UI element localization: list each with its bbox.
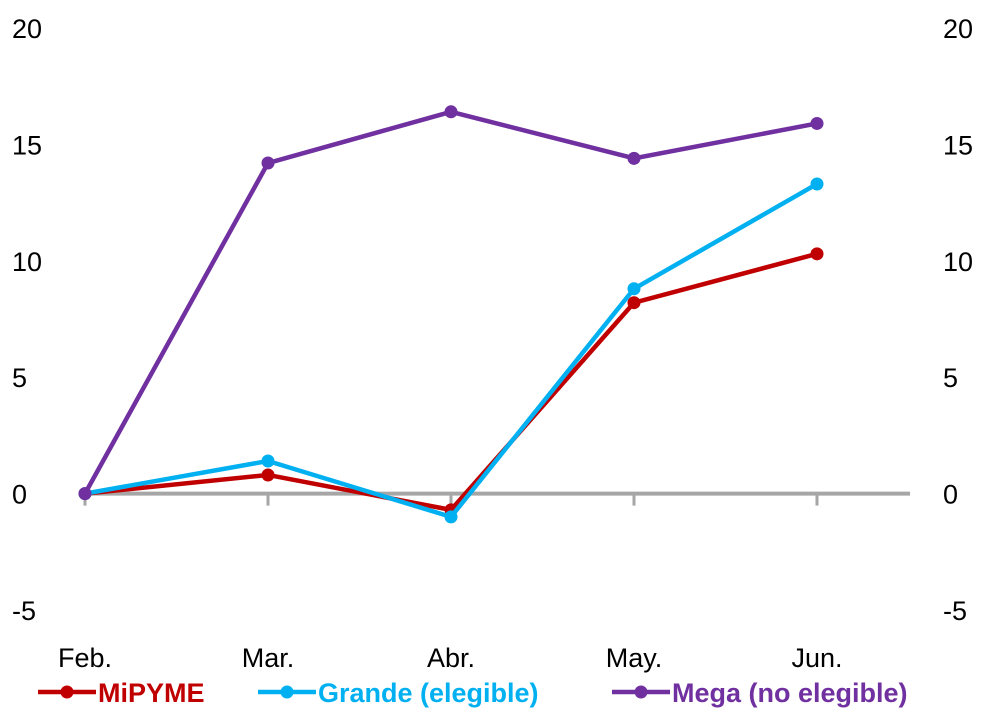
y-tick-label-right: 20 — [943, 14, 973, 44]
series-line-mega-no-elegible — [82, 109, 820, 496]
data-point-mega-no-elegible — [810, 116, 824, 130]
data-point-mipyme — [810, 247, 824, 261]
y-tick-label-left: 5 — [12, 363, 27, 393]
data-point-grande-elegible — [810, 177, 824, 191]
legend-label: Grande (elegible) — [318, 678, 539, 708]
series-grande-elegible — [78, 177, 824, 524]
x-tick-label: Jun. — [791, 643, 842, 673]
legend-item-grande-elegible: Grande (elegible) — [258, 678, 539, 708]
data-point-grande-elegible — [627, 282, 641, 296]
y-tick-label-left: 15 — [12, 130, 42, 160]
zero-axis — [83, 491, 910, 506]
series-group — [78, 105, 824, 524]
data-point-mega-no-elegible — [261, 156, 275, 170]
legend-marker-icon — [60, 685, 74, 699]
data-point-grande-elegible — [444, 510, 458, 524]
series-mega-no-elegible — [78, 105, 824, 501]
data-point-mega-no-elegible — [78, 487, 92, 501]
y-axis-left: 20 15 10 5 0 -5 — [12, 14, 42, 626]
data-point-mega-no-elegible — [444, 105, 458, 119]
x-axis-labels: Feb. Mar. Abr. May. Jun. — [58, 643, 843, 673]
y-tick-label-right: 15 — [943, 130, 973, 160]
data-point-mipyme — [627, 296, 641, 310]
x-tick-label: Abr. — [427, 643, 475, 673]
y-tick-label-left: -5 — [12, 596, 36, 626]
y-tick-label-right: 5 — [943, 363, 958, 393]
y-axis-right: 20 15 10 5 0 -5 — [943, 14, 973, 626]
data-point-grande-elegible — [261, 454, 275, 468]
legend-marker-icon — [280, 685, 294, 699]
legend-item-mega-no-elegible: Mega (no elegible) — [612, 678, 908, 708]
y-tick-label-right: -5 — [943, 596, 967, 626]
x-tick-label: Mar. — [242, 643, 295, 673]
legend-item-mipyme: MiPYME — [38, 678, 205, 708]
legend-label: MiPYME — [98, 678, 205, 708]
legend-label: Mega (no elegible) — [672, 678, 908, 708]
y-tick-label-left: 20 — [12, 14, 42, 44]
legend: MiPYME Grande (elegible) Mega (no elegible… — [38, 678, 908, 708]
y-tick-label-right: 10 — [943, 247, 973, 277]
x-tick-label: Feb. — [58, 643, 112, 673]
series-line-grande-elegible — [82, 181, 820, 520]
y-tick-label-left: 10 — [12, 247, 42, 277]
legend-marker-icon — [634, 685, 648, 699]
series-mipyme — [78, 247, 824, 517]
y-tick-label-right: 0 — [943, 480, 958, 510]
data-point-mipyme — [261, 468, 275, 482]
data-point-mega-no-elegible — [627, 151, 641, 165]
x-tick-label: May. — [606, 643, 663, 673]
y-tick-label-left: 0 — [12, 480, 27, 510]
